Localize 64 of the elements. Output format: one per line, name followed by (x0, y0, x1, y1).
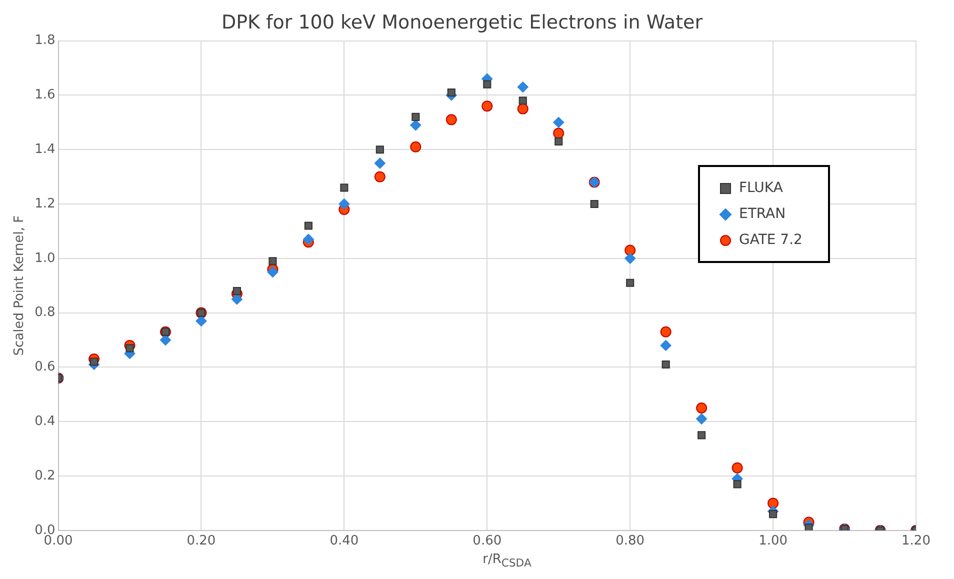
point (446, 114, 457, 126)
point (374, 171, 386, 182)
y-tick-label: 0.2 (34, 468, 56, 484)
legend-label: GATE 7.2 (739, 232, 802, 248)
point (304, 222, 312, 230)
point (804, 524, 813, 530)
y-tick-label: 0.8 (34, 305, 56, 320)
y-axis-title: Scaled Point Kernel, F (12, 215, 28, 356)
point (626, 278, 634, 287)
x-tick-label: 1.00 (758, 534, 788, 549)
point (482, 100, 493, 112)
point (483, 80, 492, 88)
point (696, 402, 708, 414)
point (624, 252, 636, 264)
point (376, 146, 384, 154)
legend-label: FLUKA (739, 180, 783, 196)
legend-label: ETRAN (739, 206, 786, 222)
x-tick-label: 0.40 (330, 534, 359, 549)
point (732, 462, 743, 474)
point (268, 257, 277, 266)
point (733, 480, 742, 488)
point (160, 334, 171, 346)
y-tick-label: 1.6 (34, 88, 56, 103)
point (590, 200, 598, 208)
y-tick-label: 1.2 (34, 196, 56, 212)
point (553, 128, 564, 139)
point (660, 340, 672, 351)
x-tick-label: 0.80 (616, 534, 645, 549)
x-tick-label: 1.20 (902, 534, 930, 549)
chart-title: DPK for 100 keV Monoenergetic Electrons in Water (221, 11, 703, 34)
point (517, 82, 528, 93)
point (267, 266, 278, 278)
x-tick-label: 0.20 (186, 534, 216, 549)
point (338, 198, 350, 210)
point (769, 510, 778, 518)
x-tick-label: 0.60 (472, 534, 502, 549)
point (662, 360, 670, 369)
point (553, 116, 564, 128)
point (90, 358, 98, 366)
y-tick-label: 0.6 (34, 360, 56, 375)
point (517, 103, 528, 114)
point (231, 294, 242, 305)
point (374, 158, 386, 169)
point (410, 120, 422, 131)
y-tick-label: 0.4 (34, 414, 56, 429)
point (126, 344, 134, 352)
point (447, 88, 456, 97)
point (340, 184, 348, 192)
point (410, 141, 422, 152)
point (232, 287, 242, 296)
point (660, 326, 672, 338)
point (768, 498, 779, 509)
y-tick-label: 1.4 (34, 142, 56, 157)
x-axis-title: r/R$_{CSDA}$ (482, 552, 532, 570)
point (518, 96, 527, 105)
y-tick-label: 1.8 (34, 33, 56, 48)
point (554, 137, 563, 146)
point (412, 112, 420, 121)
y-tick-label: 1.0 (34, 250, 56, 266)
point (698, 431, 706, 440)
point (302, 234, 314, 245)
point (696, 413, 708, 424)
point (196, 315, 207, 326)
point (624, 244, 636, 256)
